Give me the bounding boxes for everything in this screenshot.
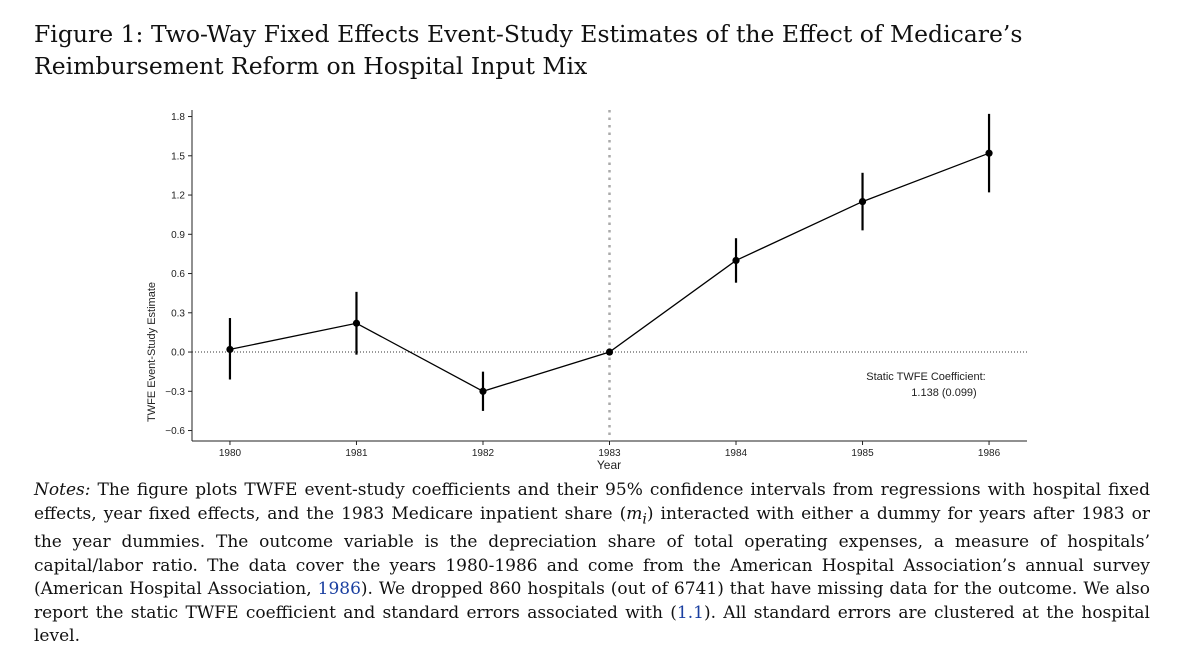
x-tick-label: 1982: [472, 448, 495, 459]
citation-link-year[interactable]: 1986: [317, 579, 361, 600]
figure-title: Figure 1: Two-Way Fixed Effects Event-St…: [34, 20, 1023, 80]
x-tick-label: 1985: [851, 448, 874, 459]
y-tick-label: −0.6: [165, 426, 185, 437]
x-tick-label: 1984: [725, 448, 748, 459]
equation-reference-link[interactable]: 1.1: [676, 602, 704, 623]
annotation-line1: Static TWFE Coefficient:: [866, 371, 985, 383]
x-tick-label: 1983: [598, 448, 621, 459]
estimate-point: [985, 149, 993, 157]
y-tick-label: 1.2: [171, 191, 185, 202]
x-tick-label: 1986: [978, 448, 1001, 459]
annotation-line2: 1.138 (0.099): [911, 387, 976, 399]
notes-text-part-b: ) interacted with either a dummy for yea…: [34, 503, 1150, 600]
y-tick-label: 0.6: [171, 269, 185, 280]
x-tick-label: 1980: [219, 448, 242, 459]
math-subscript-i: i: [642, 510, 647, 527]
estimate-point: [226, 345, 234, 354]
event-study-chart: −0.6 −0.3 0.0 0.3 0.6 0.9 1.2 1.5 1.8 1980 1981 198…: [146, 110, 1027, 472]
y-axis-label: TWFE Event-Study Estimate: [146, 282, 158, 422]
axes: −0.6 −0.3 0.0 0.3 0.6 0.9 1.2 1.5 1.8 1980 1981 198…: [165, 110, 1027, 459]
estimate-point: [479, 387, 487, 395]
y-tick-label: 1.5: [171, 151, 185, 162]
x-axis-label: Year: [597, 458, 621, 472]
estimate-point: [858, 197, 867, 206]
notes-text-part-c: ). We dropped 860 hospitals (out of 6741…: [34, 579, 1150, 623]
y-tick-label: 0.3: [171, 308, 185, 319]
y-tick-label: 1.8: [171, 112, 185, 123]
estimate-point: [732, 256, 740, 265]
x-tick-label: 1981: [345, 448, 368, 459]
math-variable-m: m: [626, 503, 643, 524]
estimate-point: [352, 319, 361, 327]
estimate-point: [605, 348, 614, 356]
figure-notes: Notes: The figure plots TWFE event-study…: [34, 479, 1150, 649]
notes-label: Notes:: [34, 480, 91, 500]
data-marks: [226, 113, 993, 411]
y-tick-label: −0.3: [165, 387, 185, 398]
reference-lines: [192, 110, 1027, 441]
y-tick-label: 0.0: [171, 348, 185, 359]
y-tick-label: 0.9: [171, 230, 185, 241]
notes-text-part-a: The figure plots TWFE event-study coeffi…: [34, 480, 1150, 524]
